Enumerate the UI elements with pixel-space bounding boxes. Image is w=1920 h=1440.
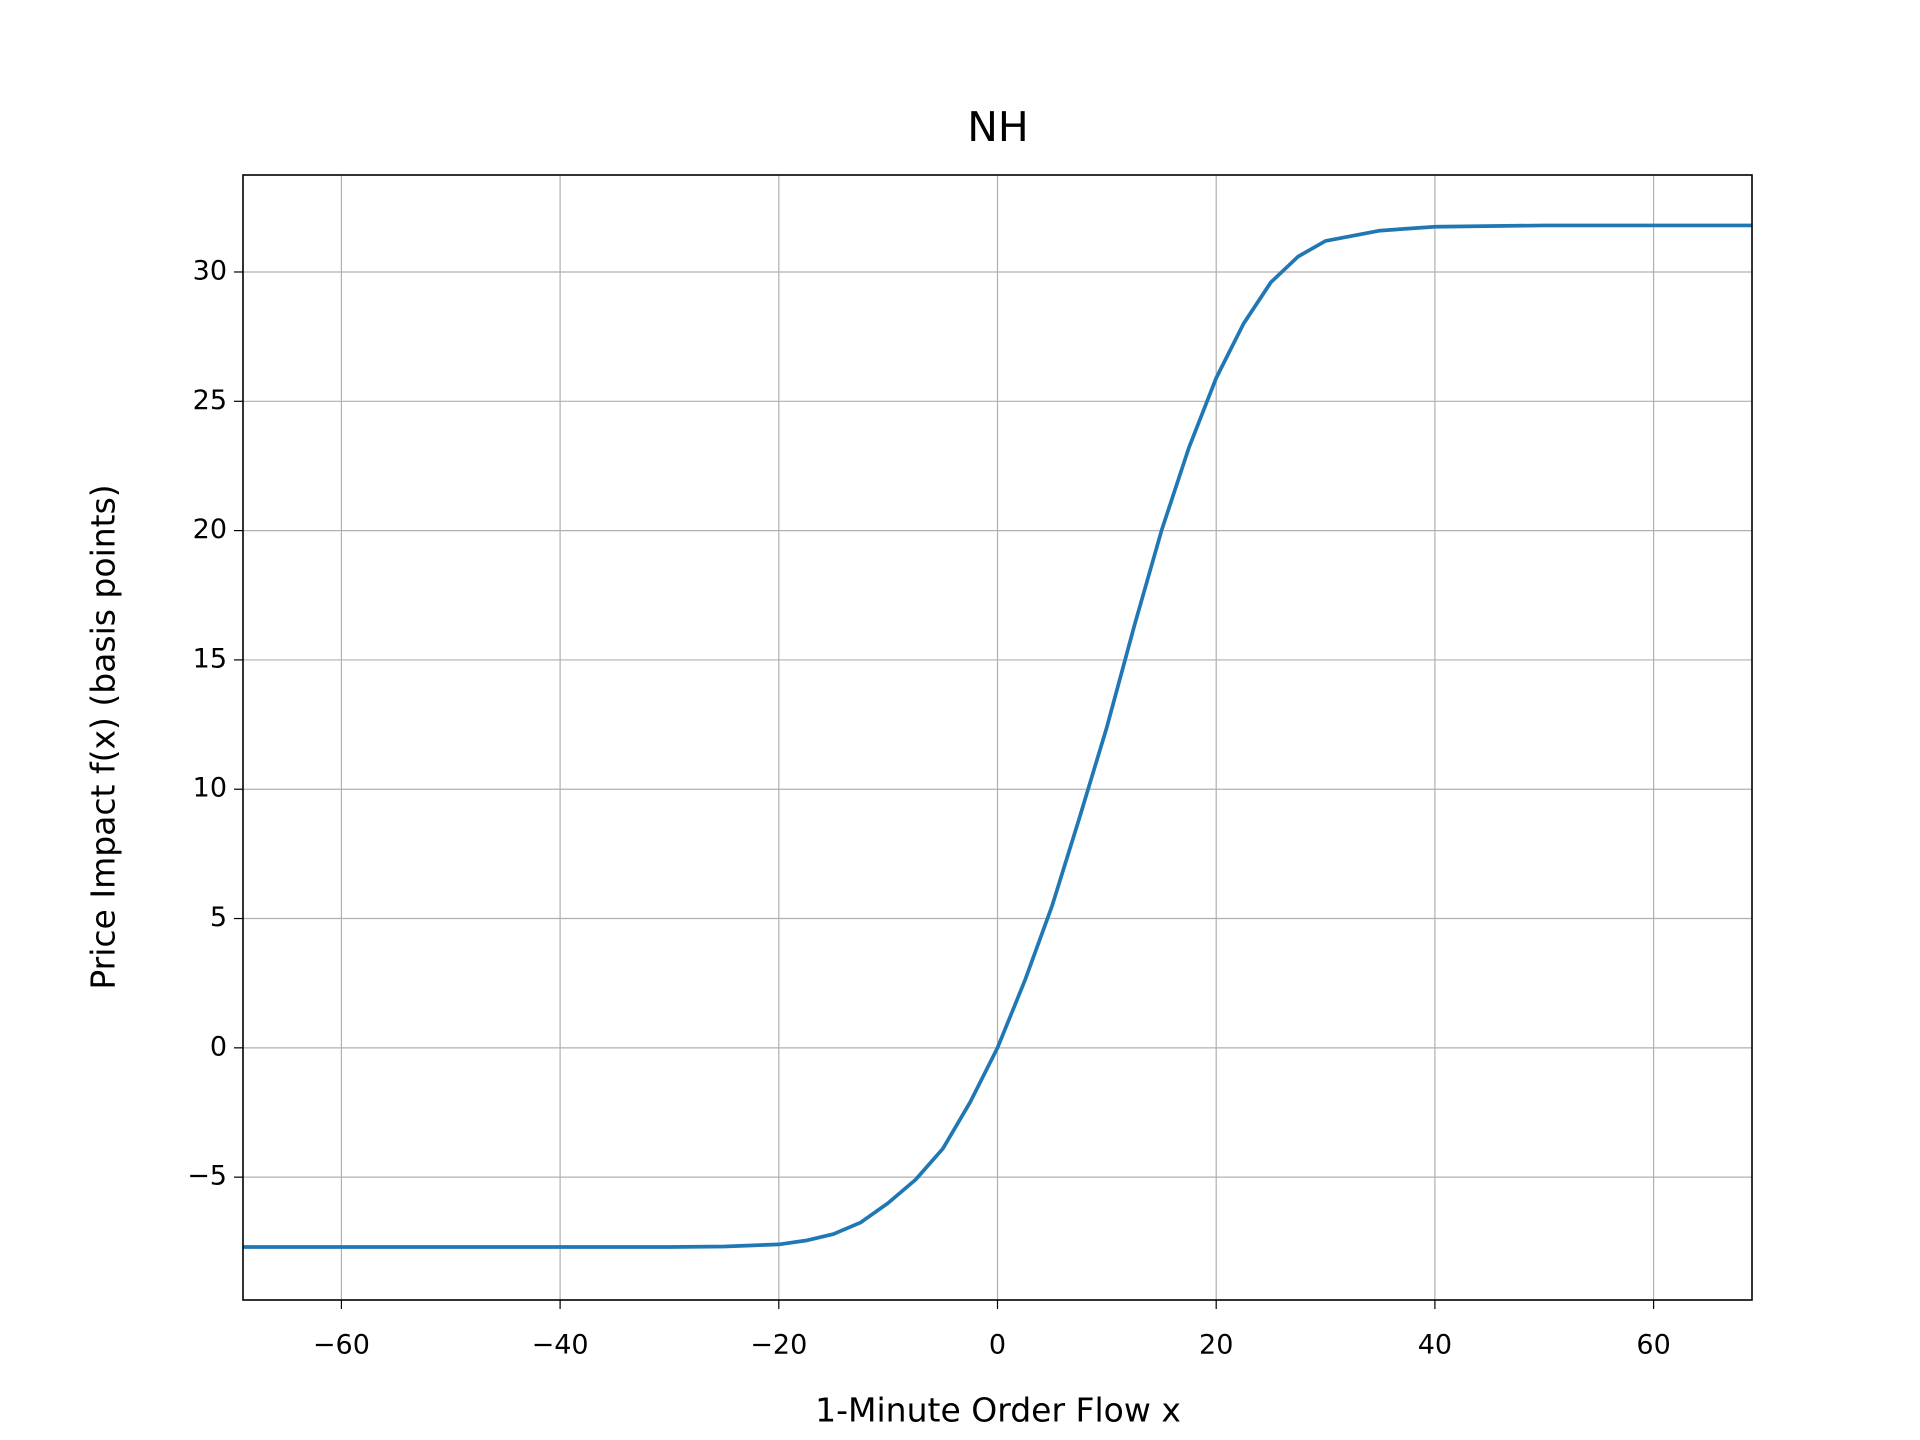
x-tick-label: −20	[750, 1330, 807, 1361]
y-tick-label: 0	[210, 1031, 227, 1062]
x-tick-label: 0	[989, 1330, 1006, 1361]
x-tick-label: −60	[313, 1330, 370, 1361]
x-tick-label: 40	[1418, 1330, 1452, 1361]
plot-frame	[242, 174, 1753, 1301]
y-axis-label: Price Impact f(x) (basis points)	[84, 484, 123, 989]
y-tick-label: 20	[193, 514, 227, 545]
chart-title: NH	[967, 103, 1029, 151]
x-tick-label: 60	[1636, 1330, 1670, 1361]
y-tick-label: 30	[193, 255, 227, 286]
x-axis-label: 1-Minute Order Flow x	[815, 1391, 1181, 1430]
x-tick-label: −40	[532, 1330, 589, 1361]
x-tick-label: 20	[1199, 1330, 1233, 1361]
y-tick-label: 10	[193, 773, 227, 804]
data-line	[243, 223, 1752, 1249]
y-tick-label: −5	[187, 1161, 227, 1192]
y-tick-label: 5	[210, 902, 227, 933]
y-tick-label: 25	[193, 385, 227, 416]
y-tick-label: 15	[193, 643, 227, 674]
